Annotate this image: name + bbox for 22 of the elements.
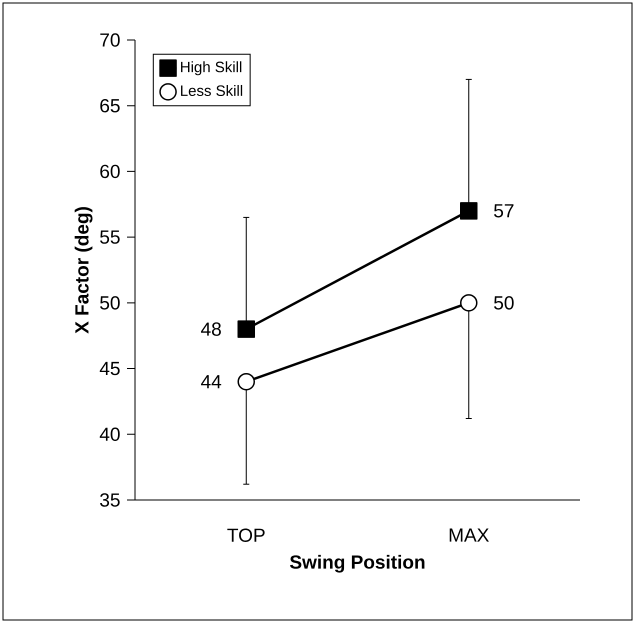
legend-label: High Skill — [181, 61, 242, 76]
y-tick-label: 50 — [100, 296, 120, 310]
data-label: 44 — [201, 375, 222, 388]
y-tick-label: 65 — [100, 98, 120, 112]
y-tick-label: 45 — [100, 362, 120, 376]
x-axis-title: Swing Position — [290, 554, 424, 573]
data-label: 50 — [494, 296, 514, 310]
legend-label: Less Skill — [181, 84, 242, 96]
x-tick-label: TOP — [227, 528, 265, 542]
point — [460, 202, 478, 220]
y-tick-label: 60 — [100, 164, 120, 178]
data-label: 48 — [201, 322, 221, 336]
data-label: 57 — [494, 204, 514, 218]
point — [238, 320, 256, 338]
x-tick-label: MAX — [450, 528, 489, 542]
y-tick-label: 70 — [100, 33, 120, 47]
point — [238, 372, 256, 390]
point — [460, 294, 478, 312]
y-tick-label: 35 — [100, 493, 120, 507]
y-tick-label: 55 — [100, 230, 120, 244]
y-axis-title: X Factor (deg) — [74, 207, 92, 334]
y-tick-label: 40 — [100, 428, 120, 441]
